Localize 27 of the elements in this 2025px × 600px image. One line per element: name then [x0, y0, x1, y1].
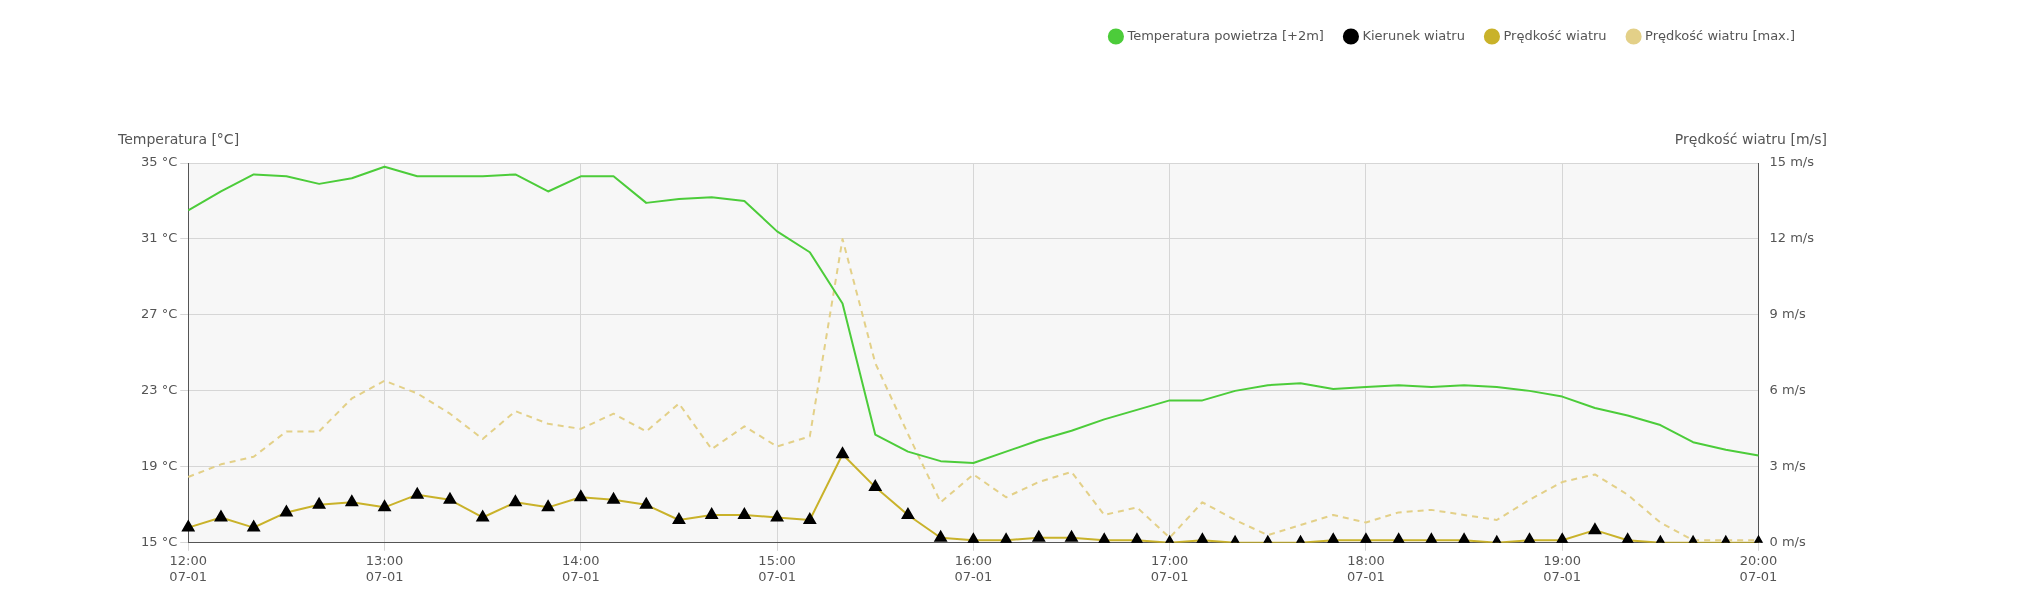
- y2-tick-label: 6 m/s: [1769, 382, 1806, 398]
- y2-axis-title: Prędkość wiatru [m/s]: [1674, 130, 1827, 147]
- y-tick-label: 23 °C: [140, 382, 178, 398]
- x-tick-label: 19:00 07-01: [1543, 552, 1582, 584]
- x-tick-label: 12:00 07-01: [169, 552, 208, 584]
- y2-tick-label: 15 m/s: [1769, 154, 1815, 170]
- legend-label: Temperatura powietrza [+2m]: [1126, 27, 1324, 43]
- y-tick-label: 19 °C: [140, 458, 178, 474]
- y-tick-label: 15 °C: [140, 534, 178, 550]
- x-tick-label: 18:00 07-01: [1347, 552, 1385, 584]
- y2-tick-label: 12 m/s: [1769, 230, 1815, 246]
- x-tick-label: 14:00 07-01: [561, 552, 600, 584]
- y-axis-title: Temperatura [°C]: [117, 130, 240, 147]
- x-tick-label: 13:00 07-01: [365, 552, 404, 584]
- legend-label: Prędkość wiatru [max.]: [1645, 27, 1796, 43]
- y-tick-label: 31 °C: [140, 230, 178, 246]
- y2-tick-label: 3 m/s: [1769, 458, 1806, 474]
- x-tick-label: 20:00 07-01: [1739, 552, 1778, 584]
- y2-tick-label: 9 m/s: [1769, 306, 1806, 322]
- x-tick-label: 16:00 07-01: [954, 552, 993, 584]
- y-tick-label: 27 °C: [140, 306, 178, 322]
- legend-label: Kierunek wiatru: [1362, 27, 1465, 43]
- x-tick-label: 17:00 07-01: [1150, 552, 1189, 584]
- legend-label: Prędkość wiatru: [1503, 27, 1607, 43]
- y-tick-label: 35 °C: [140, 154, 178, 170]
- x-tick-label: 15:00 07-01: [758, 552, 796, 584]
- y2-tick-label: 0 m/s: [1769, 534, 1806, 550]
